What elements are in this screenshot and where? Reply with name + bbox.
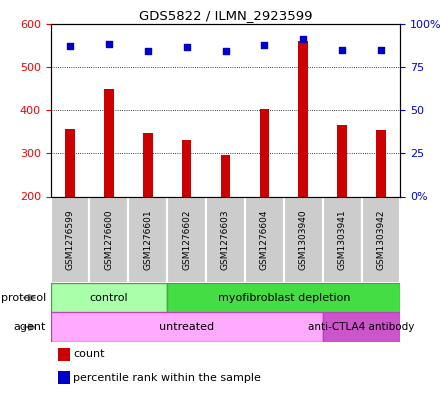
Bar	[167, 283, 400, 312]
Text: GSM1303940: GSM1303940	[299, 209, 308, 270]
Text: myofibroblast depletion: myofibroblast depletion	[217, 293, 350, 303]
Text: GSM1276601: GSM1276601	[143, 209, 152, 270]
Bar	[128, 196, 167, 283]
Bar	[362, 196, 400, 283]
Bar	[58, 347, 70, 361]
Bar	[89, 196, 128, 283]
Bar	[58, 371, 70, 384]
Text: GSM1276603: GSM1276603	[221, 209, 230, 270]
Bar	[65, 129, 75, 196]
Point	[222, 48, 229, 54]
Text: control: control	[90, 293, 128, 303]
Text: GSM1303942: GSM1303942	[377, 209, 385, 270]
Text: count: count	[73, 349, 105, 359]
Bar	[143, 133, 153, 196]
Text: GSM1276599: GSM1276599	[66, 209, 74, 270]
Bar	[104, 89, 114, 196]
Bar	[206, 196, 245, 283]
Bar	[337, 125, 347, 196]
Title: GDS5822 / ILMN_2923599: GDS5822 / ILMN_2923599	[139, 9, 312, 22]
Text: untreated: untreated	[159, 322, 214, 332]
Bar	[220, 155, 231, 196]
Bar	[376, 130, 386, 196]
Bar	[51, 196, 89, 283]
Bar	[284, 196, 323, 283]
Bar	[323, 312, 400, 342]
Bar	[323, 196, 362, 283]
Point	[183, 44, 190, 50]
Point	[300, 36, 307, 42]
Bar	[298, 41, 308, 196]
Bar	[245, 196, 284, 283]
Point	[106, 41, 113, 48]
Bar	[167, 196, 206, 283]
Text: percentile rank within the sample: percentile rank within the sample	[73, 373, 261, 383]
Bar	[260, 109, 269, 196]
Point	[144, 48, 151, 54]
Text: GSM1276600: GSM1276600	[104, 209, 114, 270]
Text: GSM1276604: GSM1276604	[260, 209, 269, 270]
Text: protocol: protocol	[1, 293, 46, 303]
Point	[378, 46, 385, 53]
Point	[261, 42, 268, 48]
Bar	[51, 312, 323, 342]
Text: GSM1303941: GSM1303941	[337, 209, 347, 270]
Bar	[51, 283, 167, 312]
Point	[66, 43, 73, 49]
Bar	[182, 140, 191, 196]
Text: agent: agent	[14, 322, 46, 332]
Point	[339, 47, 346, 53]
Text: anti-CTLA4 antibody: anti-CTLA4 antibody	[308, 322, 415, 332]
Text: GSM1276602: GSM1276602	[182, 209, 191, 270]
